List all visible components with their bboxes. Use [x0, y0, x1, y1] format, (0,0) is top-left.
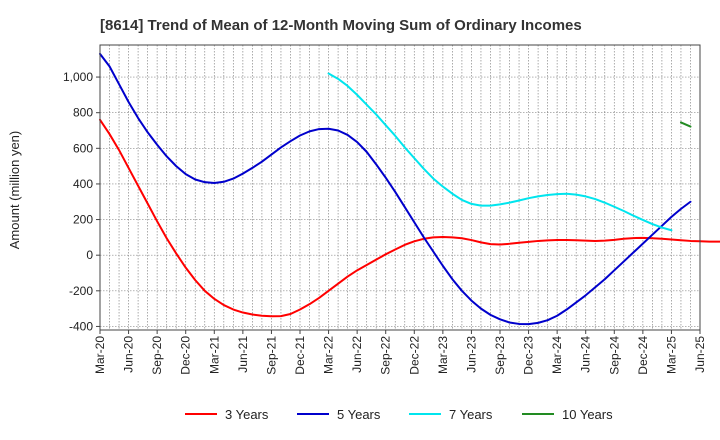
y-tick-label: -400 — [69, 319, 93, 333]
y-tick-label: 800 — [73, 106, 93, 120]
y-axis-label: Amount (million yen) — [7, 131, 22, 250]
x-tick-label: Jun-21 — [236, 336, 250, 373]
series-line-5-years — [99, 52, 692, 326]
x-tick-label: Dec-23 — [522, 336, 536, 375]
x-tick-label: Sep-21 — [264, 336, 278, 375]
plot-frame — [99, 44, 701, 331]
x-tick-label: Sep-23 — [493, 336, 507, 375]
y-tick-label: 0 — [86, 248, 93, 262]
legend: 3 Years 5 Years 7 Years 10 Years — [185, 407, 613, 422]
x-tick-label: Sep-22 — [379, 336, 393, 375]
plot-area — [99, 44, 720, 331]
x-tick-label: Sep-24 — [607, 336, 621, 375]
x-tick-label: Jun-22 — [350, 336, 364, 373]
x-tick-label: Jun-20 — [122, 336, 136, 373]
series-group — [99, 52, 720, 326]
y-tick-label: -200 — [69, 284, 93, 298]
x-tick-label: Dec-21 — [293, 336, 307, 375]
legend-label: 5 Years — [337, 407, 381, 422]
y-axis-ticks: -400 -200 0 200 400 600 800 1,000 — [63, 70, 100, 333]
x-tick-label: Mar-21 — [207, 336, 221, 374]
x-tick-label: Mar-23 — [436, 336, 450, 374]
chart-title: [8614] Trend of Mean of 12-Month Moving … — [100, 17, 582, 34]
plot-background — [100, 45, 700, 330]
x-tick-label: Mar-22 — [322, 336, 336, 374]
x-tick-label: Mar-24 — [550, 336, 564, 374]
grid-vertical — [109, 45, 691, 330]
x-tick-label: Dec-24 — [636, 336, 650, 375]
y-tick-label: 600 — [73, 141, 93, 155]
x-axis-ticks: Mar-20 Jun-20 Sep-20 Dec-20 Mar-21 Jun-21 Sep-… — [93, 330, 707, 375]
y-tick-label: 200 — [73, 213, 93, 227]
y-tick-label: 1,000 — [63, 70, 93, 84]
x-tick-label: Jun-23 — [464, 336, 478, 373]
x-tick-label: Jun-24 — [579, 336, 593, 373]
grid-horizontal — [100, 76, 700, 327]
series-line-3-years — [99, 118, 720, 318]
legend-label: 7 Years — [449, 407, 493, 422]
x-tick-label: Mar-20 — [93, 336, 107, 374]
x-tick-label: Dec-22 — [407, 336, 421, 375]
y-tick-label: 400 — [73, 177, 93, 191]
series-line-7-years — [327, 72, 673, 232]
legend-label: 10 Years — [562, 407, 613, 422]
legend-label: 3 Years — [225, 407, 269, 422]
series-line-10-years — [679, 121, 692, 128]
x-tick-label: Dec-20 — [179, 336, 193, 375]
x-tick-label: Jun-25 — [693, 336, 707, 373]
x-tick-label: Sep-20 — [150, 336, 164, 375]
x-tick-label: Mar-25 — [664, 336, 678, 374]
